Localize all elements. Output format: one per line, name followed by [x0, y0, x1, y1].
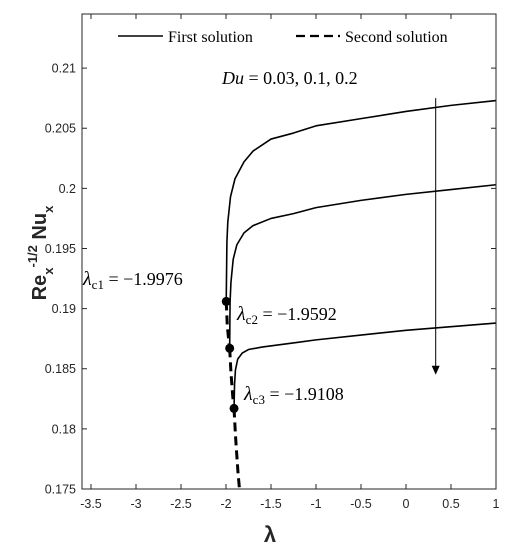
du-annotation-values: = 0.03, 0.1, 0.2 [244, 68, 358, 88]
y-axis-title-nu: Nu [29, 213, 51, 245]
lambda-c1-subscript: c1 [92, 277, 104, 292]
x-tick-label: -2 [220, 497, 231, 511]
y-axis-title-sub1: x [41, 267, 56, 275]
lambda-c2-subscript: c2 [246, 312, 258, 327]
du-annotation: Du = 0.03, 0.1, 0.2 [221, 68, 358, 88]
y-tick-label: 0.205 [45, 122, 76, 136]
y-tick-label: 0.185 [45, 362, 76, 376]
x-tick-label: -1 [310, 497, 321, 511]
x-tick-label: 0 [403, 497, 410, 511]
du-annotation-symbol: Du [221, 68, 244, 88]
y-axis-title-re: Re [29, 275, 51, 301]
y-tick-label: 0.2 [59, 182, 76, 196]
y-tick-label: 0.21 [52, 62, 76, 76]
lambda-c2-label: λc2 = −1.9592 [236, 303, 337, 327]
lambda-c1-symbol: λ [82, 268, 92, 290]
second-solution-segment-4 [228, 348, 236, 409]
critical-point-marker-1 [221, 296, 231, 306]
first-solution-curve-1 [228, 183, 497, 349]
x-tick-label: -3 [130, 497, 141, 511]
y-axis-title: Rex-1/2 Nux [25, 205, 56, 300]
critical-points-layer [221, 98, 440, 413]
y-tick-label: 0.19 [52, 302, 76, 316]
x-tick-label: -0.5 [350, 497, 372, 511]
lambda-c3-subscript: c3 [253, 392, 265, 407]
du-arrow-head [431, 365, 440, 375]
critical-point-marker-2 [225, 343, 235, 353]
x-tick-label: -3.5 [80, 497, 102, 511]
first-solution-curve-2 [233, 322, 497, 409]
critical-point-marker-3 [229, 403, 239, 413]
lambda-c2-symbol: λ [236, 303, 246, 325]
lambda-c3-value: = −1.9108 [265, 384, 344, 404]
y-axis-title-sup: -1/2 [25, 245, 40, 267]
second-solution-segment-5 [232, 408, 241, 490]
y-axis-title-sub2: x [41, 205, 56, 213]
x-tick-label: -2.5 [170, 497, 192, 511]
lambda-c3-label: λc3 = −1.9108 [243, 383, 344, 407]
lambda-c1-label: λc1 = −1.9976 [82, 268, 183, 292]
first-solution-curve-0 [225, 99, 497, 302]
lambda-c1-value: = −1.9976 [104, 269, 183, 289]
legend-label-second: Second solution [345, 29, 448, 46]
x-tick-label: 1 [493, 497, 500, 511]
x-axis-title: λ [264, 522, 276, 547]
lambda-c2-value: = −1.9592 [258, 304, 337, 324]
legend: First solution Second solution [118, 23, 480, 50]
y-tick-label: 0.18 [52, 422, 76, 436]
legend-label-first: First solution [168, 29, 253, 46]
axes-layer: -3.5 -3 -2.5 -2 -1.5 -1 -0.5 0 0.5 1 0.175 0.18 0.18… [45, 13, 500, 511]
plot-frame [81, 13, 497, 490]
lambda-c3-symbol: λ [243, 383, 253, 405]
x-tick-label: 0.5 [442, 497, 459, 511]
x-tick-label: -1.5 [260, 497, 282, 511]
curves-layer [224, 99, 497, 490]
y-tick-label: 0.195 [45, 242, 76, 256]
y-tick-label: 0.175 [45, 483, 76, 497]
